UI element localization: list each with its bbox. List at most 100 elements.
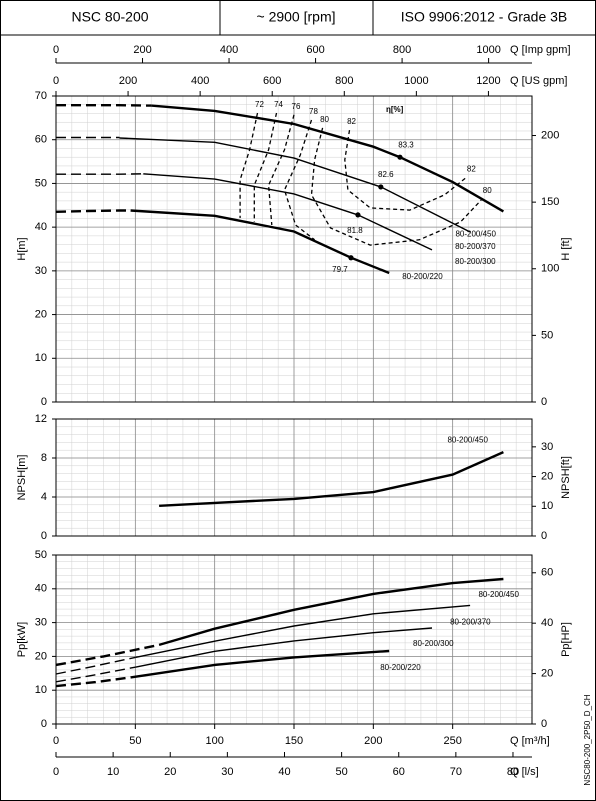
efficiency-point [348,255,354,261]
efficiency-point-label: 79.7 [332,265,348,274]
x-tick-label: 1000 [404,75,428,87]
efficiency-point-label: 81.8 [347,226,363,235]
y2-axis-label: NPSH[ft] [560,456,572,499]
x-tick-label: 400 [220,44,238,56]
series-label: 80-200/220 [402,272,443,281]
x-tick-label: 60 [393,766,405,778]
curve-low-flow [55,666,136,683]
y-tick-label: 10 [35,684,47,696]
x-axis-label: Q [Imp gpm] [510,44,571,56]
y-tick-label: 70 [35,90,47,102]
x-tick-label: 0 [53,44,59,56]
y-axis-label: NPSH[m] [16,455,28,501]
y2-tick-label: 0 [541,718,547,730]
y2-axis-label: H [ft] [560,237,572,260]
plot-frame [55,554,533,725]
y-tick-label: 40 [35,583,47,595]
x-tick-label: 30 [221,766,233,778]
curve [130,209,390,275]
x-tick-label: 50 [129,735,141,747]
x-tick-label: 70 [450,766,462,778]
y2-tick-label: 200 [541,129,559,141]
series-label: 80-200/370 [450,617,491,626]
y2-tick-label: 0 [541,396,547,408]
header-standard: ISO 9906:2012 - Grade 3B [401,9,568,25]
curve [159,451,504,507]
x-tick-label: 100 [205,735,223,747]
curve [151,104,505,213]
x-tick-label: 0 [53,75,59,87]
y-tick-label: 0 [41,718,47,730]
y2-tick-label: 20 [541,667,553,679]
y-tick-label: 20 [35,650,47,662]
plot-frame [55,418,533,537]
y-tick-label: 10 [35,352,47,364]
curve-low-flow [55,209,131,213]
y-axis-label: H[m] [16,237,28,260]
series-label: 80-200/450 [478,590,519,599]
curve-low-flow [55,643,160,667]
x-tick-label: 250 [443,735,461,747]
efficiency-label: 72 [255,100,264,109]
curve [143,173,433,251]
series-label: 80-200/450 [455,230,496,239]
efficiency-point-label: 83.3 [398,140,414,149]
efficiency-label: 80 [483,186,492,195]
curve-low-flow [55,676,131,688]
efficiency-label: 78 [309,107,318,116]
header-model: NSC 80-200 [71,9,148,25]
y2-tick-label: 0 [541,530,547,542]
y2-axis-label: Pp[HP] [560,622,572,657]
x-tick-label: 800 [393,44,411,56]
curve [135,604,471,659]
x-tick-label: 0 [53,766,59,778]
x-tick-label: 400 [191,75,209,87]
x-tick-label: 10 [107,766,119,778]
x-axis-label: Q [l/s] [510,766,539,778]
efficiency-label: 74 [274,100,283,109]
x-tick-label: 600 [263,75,281,87]
y2-tick-label: 150 [541,196,559,208]
x-tick-label: 200 [364,735,382,747]
series-label: 80-200/450 [447,435,488,444]
x-tick-label: 200 [133,44,151,56]
curve [135,627,433,668]
y2-tick-label: 10 [541,500,553,512]
x-tick-label: 800 [335,75,353,87]
y-tick-label: 50 [35,177,47,189]
y-tick-label: 30 [35,617,47,629]
efficiency-point [397,154,403,160]
efficiency-contour [310,127,482,246]
curve-low-flow [55,656,136,675]
y2-tick-label: 20 [541,470,553,482]
y-tick-label: 50 [35,549,47,561]
y-tick-label: 4 [41,491,47,503]
series-label: 80-200/370 [455,242,496,251]
x-tick-label: 600 [306,44,324,56]
y-tick-label: 0 [41,530,47,542]
efficiency-contour [283,119,315,241]
efficiency-label: 80 [320,115,329,124]
efficiency-contour [344,129,466,211]
y2-tick-label: 30 [541,441,553,453]
y-tick-label: 30 [35,265,47,277]
footer-code: NSC80-200_2P50_D_CH [583,694,592,785]
y2-tick-label: 50 [541,329,553,341]
efficiency-label: 76 [292,102,301,111]
efficiency-label: 82 [347,117,356,126]
series-label: 80-200/220 [380,663,421,672]
y2-tick-label: 100 [541,263,559,275]
curve [119,137,471,233]
efficiency-point-label: 82.6 [378,170,394,179]
y-tick-label: 0 [41,396,47,408]
plot-frame [55,95,533,403]
x-axis-label: Q [m³/h] [510,735,550,747]
y-axis-label: Pp[kW] [16,622,28,657]
y2-tick-label: 60 [541,567,553,579]
series-label: 80-200/300 [455,257,496,266]
header-speed: ~ 2900 [rpm] [257,9,336,25]
x-tick-label: 20 [164,766,176,778]
